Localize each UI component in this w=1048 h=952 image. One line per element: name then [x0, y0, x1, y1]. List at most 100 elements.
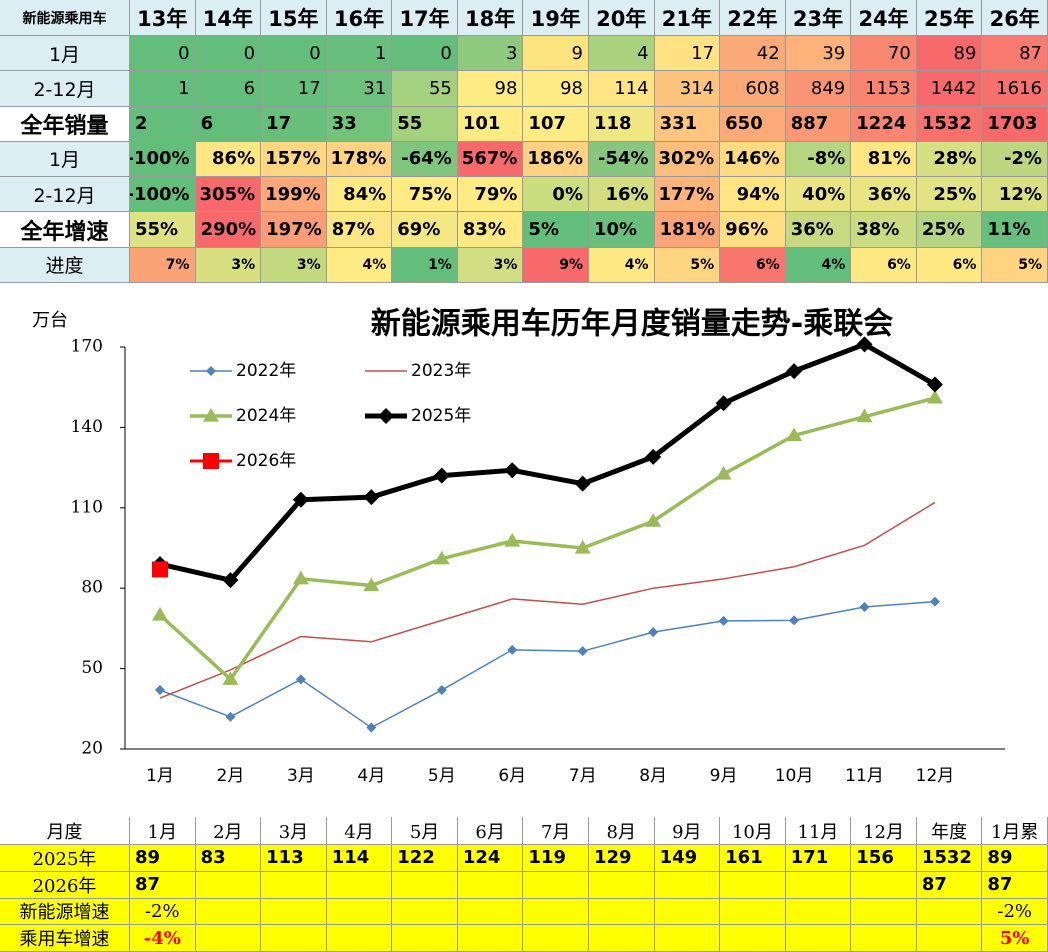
- table-cell: -100%: [130, 177, 196, 213]
- table-cell: 5%: [982, 247, 1048, 283]
- table-cell: 81%: [851, 141, 917, 178]
- data-point: [436, 685, 447, 696]
- table-cell: 119: [523, 845, 589, 872]
- data-point: [718, 615, 729, 626]
- table-cell: 1442: [916, 71, 983, 107]
- table-cell: [261, 898, 327, 926]
- table-cell: [392, 898, 458, 926]
- header-cell: 9月: [654, 817, 721, 845]
- header-cell: 26年: [982, 0, 1048, 36]
- table-cell: 31: [326, 71, 393, 107]
- legend-label: 2026年: [236, 451, 296, 471]
- data-point: [856, 336, 873, 353]
- series-line: [159, 501, 936, 699]
- data-point: [789, 615, 800, 626]
- header-cell: 10月: [720, 817, 786, 845]
- legend-marker: [203, 453, 219, 469]
- table-cell: 55: [392, 106, 458, 142]
- table-cell: 290%: [195, 212, 262, 248]
- table-cell: 4%: [326, 247, 393, 283]
- table-cell: -2%: [130, 898, 196, 926]
- table-cell: 149: [654, 845, 721, 872]
- table-cell: 55%: [130, 212, 196, 248]
- table-cell: [785, 871, 852, 899]
- x-tick-label: 2月: [217, 766, 245, 786]
- legend-label: 2025年: [411, 406, 471, 426]
- table-cell: 16%: [589, 177, 655, 213]
- table-cell: 89: [916, 36, 983, 72]
- table-cell: 70: [851, 36, 917, 72]
- legend-label: 2023年: [411, 361, 471, 381]
- x-tick-label: 1月: [146, 766, 174, 786]
- header-cell: 新能源乘用车: [0, 0, 130, 36]
- table-cell: 9: [523, 36, 589, 72]
- data-point: [363, 489, 380, 506]
- table-cell: 1532: [916, 845, 983, 872]
- table-cell: [589, 871, 655, 899]
- table-cell: 79%: [457, 177, 524, 213]
- legend-label: 2022年: [236, 361, 296, 381]
- table-cell: [392, 871, 458, 899]
- table-cell: 87: [982, 36, 1048, 72]
- row-label: 2-12月: [0, 177, 130, 213]
- row-label: 全年销量: [0, 106, 130, 142]
- table-cell: 4%: [589, 247, 655, 283]
- data-point: [222, 671, 239, 685]
- header-cell: 14年: [195, 0, 262, 36]
- table-cell: [654, 925, 721, 952]
- table-cell: [851, 925, 917, 952]
- table-cell: [195, 925, 262, 952]
- table-cell: [654, 898, 721, 926]
- header-cell: 23年: [785, 0, 852, 36]
- table-cell: 96%: [720, 212, 786, 248]
- data-point: [926, 376, 943, 393]
- table-cell: 197%: [261, 212, 327, 248]
- table-cell: 17: [261, 106, 327, 142]
- header-cell: 7月: [523, 817, 589, 845]
- table-cell: [851, 871, 917, 899]
- table-cell: 107: [523, 106, 589, 142]
- table-cell: [261, 871, 327, 899]
- data-point: [222, 572, 239, 589]
- table-cell: 3: [457, 36, 524, 72]
- table-cell: 6%: [916, 247, 983, 283]
- data-point: [786, 363, 803, 380]
- x-tick-label: 9月: [710, 766, 738, 786]
- table-cell: [785, 898, 852, 926]
- table-cell: 98: [523, 71, 589, 107]
- table-cell: 0: [130, 36, 196, 72]
- data-point: [645, 448, 662, 465]
- table-cell: 87: [130, 871, 196, 899]
- table-cell: 6%: [851, 247, 917, 283]
- data-point: [504, 462, 521, 479]
- table-cell: 331: [654, 106, 721, 142]
- row-label: 乘用车增速: [0, 925, 130, 952]
- table-cell: 171: [785, 845, 852, 872]
- table-cell: 87: [916, 871, 983, 899]
- data-point: [152, 607, 168, 621]
- table-cell: -54%: [589, 141, 655, 178]
- y-tick-label: 110: [71, 497, 103, 517]
- data-point: [295, 674, 306, 685]
- table-cell: 17: [654, 36, 721, 72]
- row-label: 1月: [0, 141, 130, 178]
- table-cell: 33: [326, 106, 393, 142]
- table-cell: 6: [195, 106, 262, 142]
- data-point: [577, 646, 588, 657]
- data-point: [363, 577, 380, 592]
- data-point: [574, 475, 591, 492]
- data-point: [926, 389, 943, 404]
- header-cell: 11月: [785, 817, 852, 845]
- table-cell: 146%: [720, 141, 786, 178]
- table-cell: 4%: [785, 247, 852, 283]
- x-tick-label: 4月: [357, 766, 385, 786]
- table-cell: [195, 871, 262, 899]
- table-cell: [326, 871, 393, 899]
- header-cell: 18年: [457, 0, 524, 36]
- header-cell: 21年: [654, 0, 721, 36]
- header-cell: 1月累: [982, 817, 1048, 845]
- table-cell: 157%: [261, 141, 327, 178]
- x-tick-label: 10月: [775, 766, 814, 786]
- x-tick-label: 8月: [639, 766, 667, 786]
- table-cell: 156: [851, 845, 917, 872]
